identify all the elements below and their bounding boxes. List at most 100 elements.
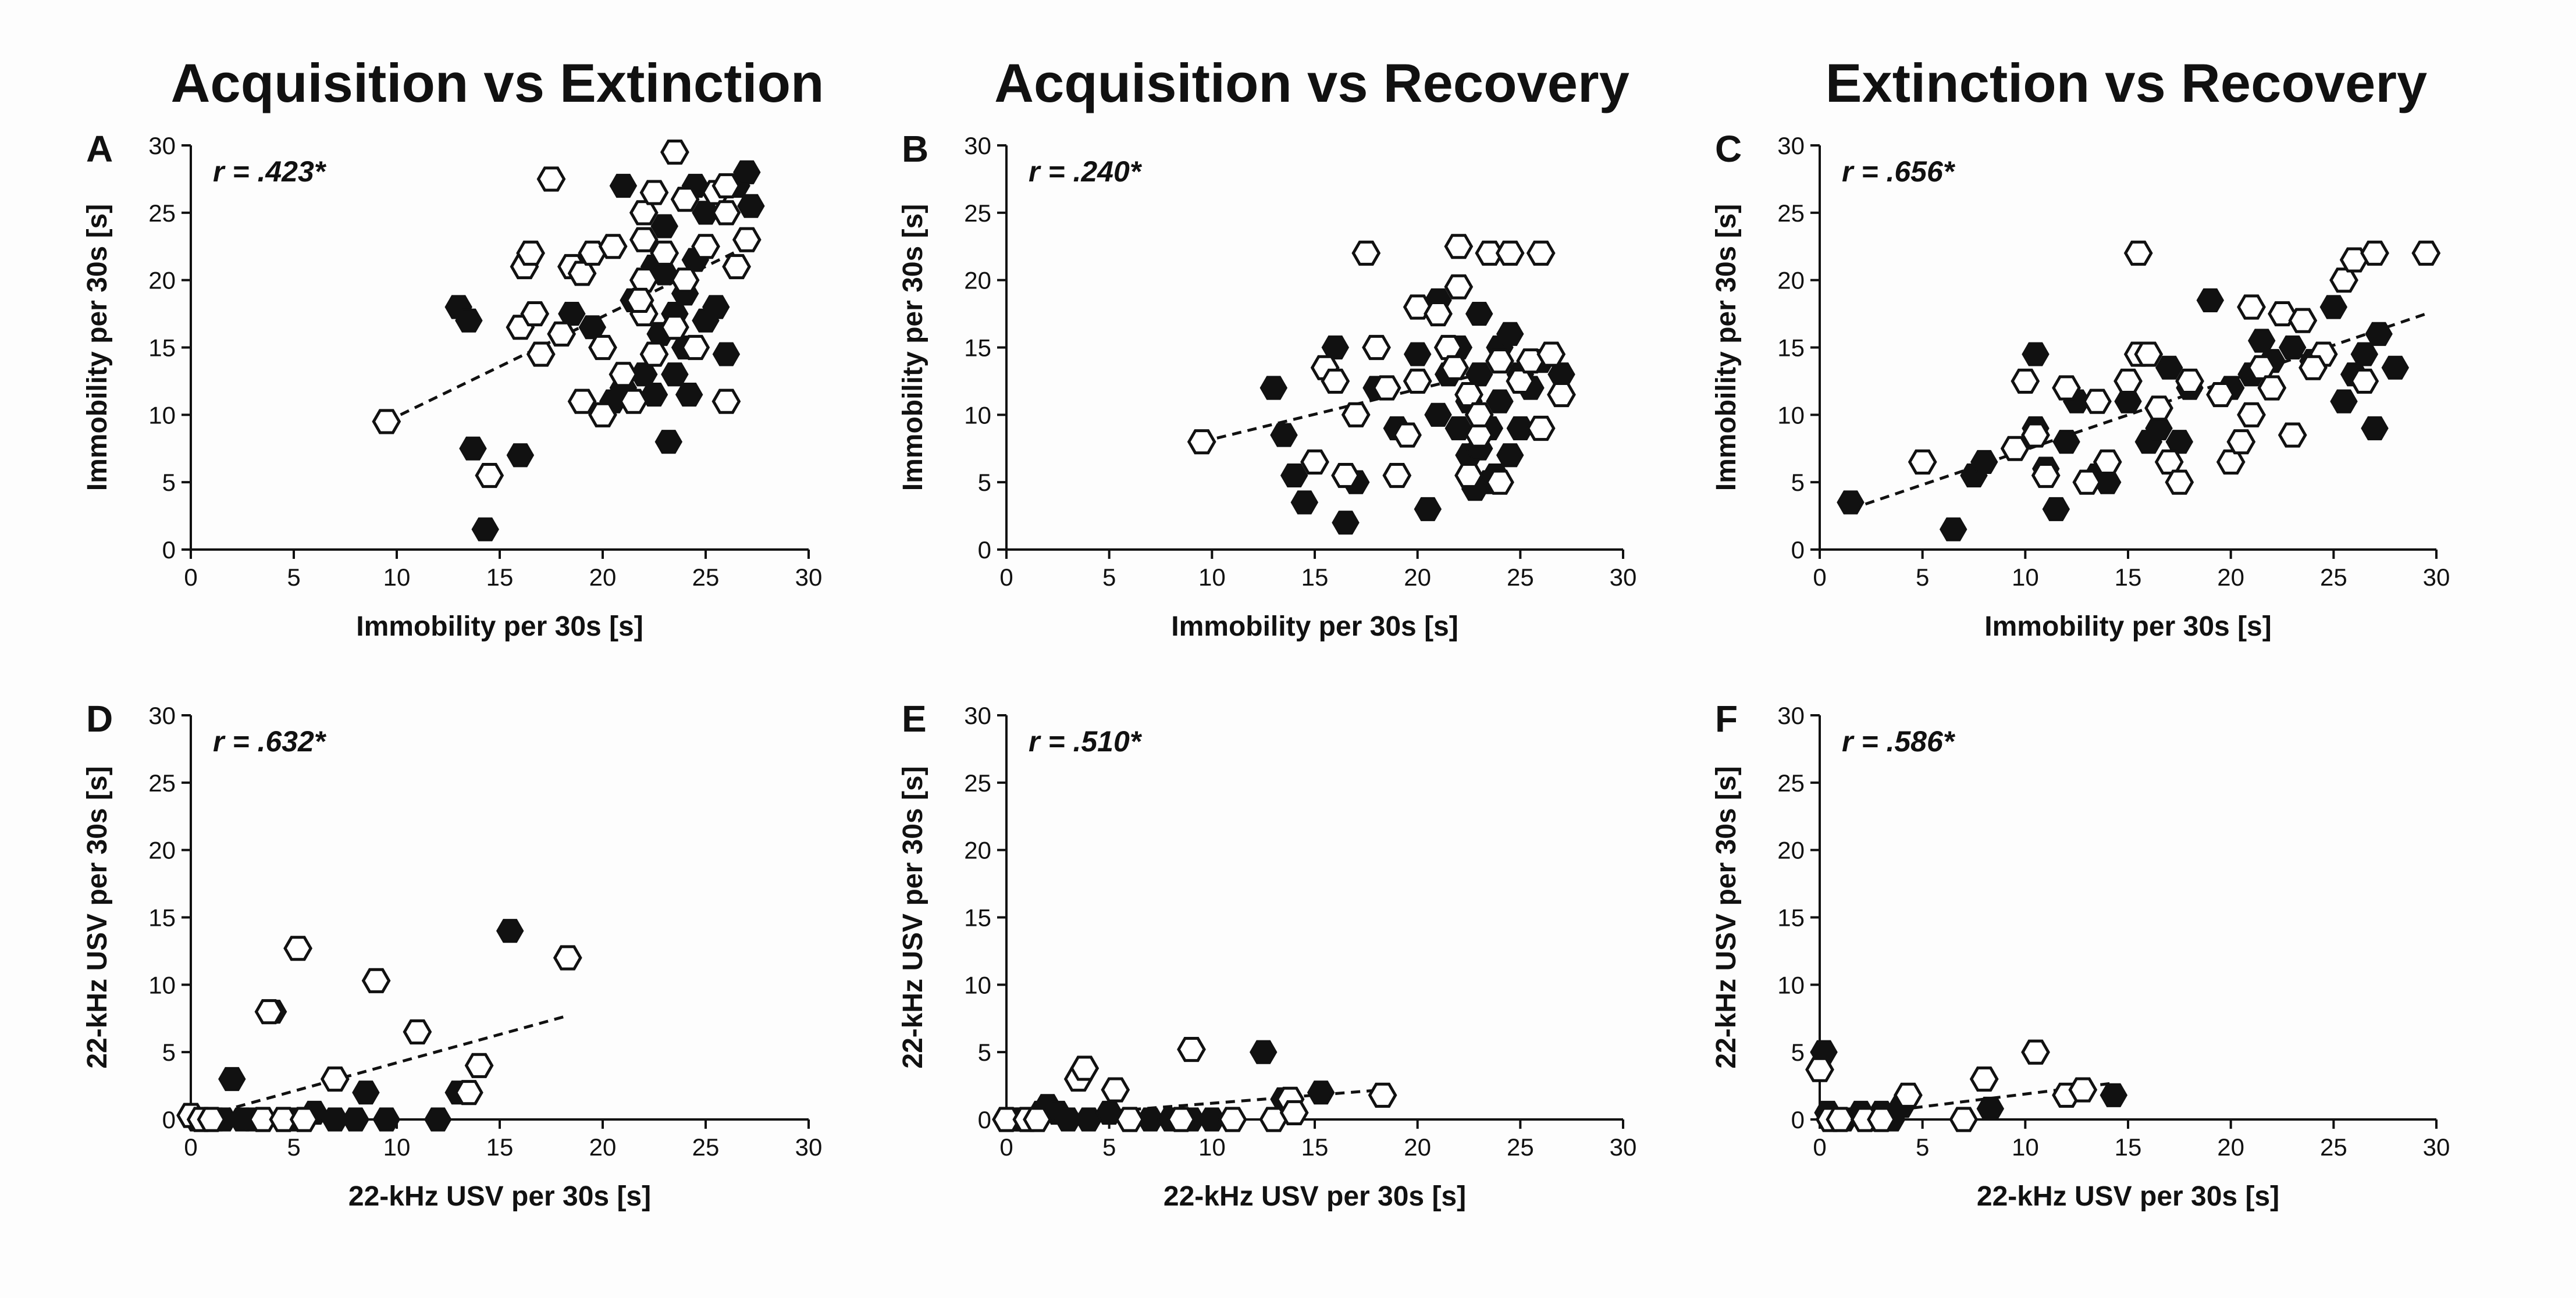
- y-tick-label: 15: [1777, 904, 1805, 932]
- y-tick-label: 10: [964, 401, 991, 429]
- data-point-filled: [2319, 295, 2348, 319]
- y-tick-label: 0: [978, 536, 991, 564]
- data-point-filled: [1307, 1081, 1335, 1105]
- data-point-filled: [609, 173, 638, 198]
- panel-letter: B: [902, 128, 928, 170]
- panels: 0 5 10 15 20 25 30 0 5 10 15 20 25 30 Immobility per 3…: [82, 128, 2450, 1212]
- y-tick-label: 5: [978, 1039, 991, 1066]
- panel-f: 0 5 10 15 20 25 30 0 5 10 15 20 25 30 22-kHz USV per 3…: [1711, 698, 2450, 1212]
- x-tick-label: 25: [1507, 564, 1534, 591]
- data-point-open: [1424, 301, 1453, 327]
- data-point-open: [992, 1107, 1021, 1132]
- data-point-open: [536, 166, 566, 192]
- panel-letter: C: [1715, 128, 1742, 170]
- y-tick-label: 5: [1791, 1039, 1805, 1066]
- x-tick-label: 20: [589, 564, 617, 591]
- data-point-filled: [2361, 416, 2389, 441]
- data-point-open: [1495, 240, 1525, 266]
- y-tick-label: 25: [148, 769, 176, 797]
- data-point-open: [1403, 294, 1432, 320]
- x-tick-label: 25: [692, 1133, 720, 1161]
- x-tick-label: 15: [2115, 1133, 2142, 1161]
- x-tick-label: 0: [999, 1133, 1013, 1161]
- y-tick-label: 15: [148, 334, 176, 362]
- y-axis-label: 22-kHz USV per 30s [s]: [82, 766, 113, 1068]
- data-point-open: [248, 1107, 277, 1132]
- column-title-acquisition-vs-recovery: Acquisition vs Recovery: [994, 52, 1629, 113]
- x-tick-label: 25: [2320, 1133, 2347, 1161]
- data-point-open: [361, 968, 391, 993]
- x-tick-label: 0: [184, 1133, 197, 1161]
- data-point-open: [2237, 294, 2266, 320]
- data-point-filled: [2052, 430, 2080, 454]
- y-tick-label: 15: [148, 904, 176, 932]
- y-tick-label: 30: [964, 702, 991, 729]
- data-point-filled: [1259, 376, 1288, 400]
- data-point-filled: [372, 1107, 401, 1132]
- data-point-filled: [650, 214, 678, 238]
- data-point-open: [1516, 348, 1545, 374]
- data-point-filled: [2155, 355, 2183, 380]
- data-point-open: [1362, 334, 1391, 361]
- data-point-open: [2299, 355, 2328, 380]
- data-point-open: [625, 287, 654, 313]
- data-point-filled: [1054, 1107, 1082, 1132]
- data-point-open: [464, 1053, 494, 1078]
- data-point-filled: [1332, 511, 1360, 535]
- data-point-open: [475, 463, 504, 488]
- x-tick-label: 25: [1507, 1133, 1534, 1161]
- y-tick-label: 10: [1777, 971, 1805, 999]
- y-tick-label: 15: [1777, 334, 1805, 362]
- y-tick-label: 30: [1777, 132, 1805, 159]
- y-tick-label: 5: [162, 1039, 176, 1066]
- data-point-filled: [1074, 1107, 1103, 1132]
- data-point-filled: [661, 362, 689, 387]
- data-point-open: [283, 936, 312, 961]
- y-axis-label: Immobility per 30s [s]: [1711, 204, 1742, 491]
- data-point-filled: [2100, 1083, 2128, 1107]
- panel-letter: D: [86, 698, 113, 740]
- data-point-open: [732, 227, 762, 252]
- y-axis-label: Immobility per 30s [s]: [82, 204, 113, 491]
- panel-e: 0 5 10 15 20 25 30 0 5 10 15 20 25 30 22-kHz USV per 3…: [898, 698, 1636, 1212]
- x-tick-label: 10: [383, 564, 411, 591]
- data-point-filled: [675, 383, 703, 407]
- data-point-open: [681, 334, 710, 361]
- x-tick-label: 15: [1301, 564, 1329, 591]
- data-point-filled: [1249, 1040, 1278, 1064]
- data-point-open: [639, 180, 669, 205]
- x-tick-label: 20: [589, 1133, 617, 1161]
- data-point-open: [2123, 240, 2153, 266]
- data-point-filled: [737, 194, 765, 218]
- y-tick-label: 25: [148, 199, 176, 227]
- data-point-filled: [654, 430, 683, 454]
- x-tick-label: 20: [2217, 1133, 2244, 1161]
- y-tick-label: 10: [148, 971, 176, 999]
- data-point-filled: [1414, 497, 1442, 522]
- data-point-open: [1115, 1107, 1144, 1132]
- data-point-filled: [321, 1107, 349, 1132]
- x-tick-label: 30: [2423, 564, 2450, 591]
- x-tick-label: 0: [184, 564, 197, 591]
- y-tick-label: 5: [978, 469, 991, 496]
- x-tick-label: 10: [1198, 1133, 1226, 1161]
- data-point-open: [2072, 469, 2102, 495]
- data-point-open: [567, 388, 597, 414]
- data-point-open: [1403, 368, 1432, 394]
- data-point-open: [1908, 449, 1937, 475]
- data-point-open: [2268, 301, 2297, 327]
- x-tick-label: 25: [692, 564, 720, 591]
- x-tick-label: 30: [795, 1133, 823, 1161]
- data-point-open: [2052, 375, 2081, 401]
- data-point-open: [1454, 463, 1483, 488]
- data-point-open: [1475, 240, 1504, 266]
- data-point-filled: [1970, 450, 1998, 474]
- data-point-open: [1949, 1107, 1979, 1132]
- data-point-open: [254, 999, 284, 1025]
- data-point-open: [711, 388, 741, 414]
- data-point-open: [1070, 1055, 1100, 1081]
- y-tick-label: 20: [1777, 267, 1805, 294]
- data-point-open: [588, 402, 617, 427]
- data-point-filled: [2247, 329, 2276, 353]
